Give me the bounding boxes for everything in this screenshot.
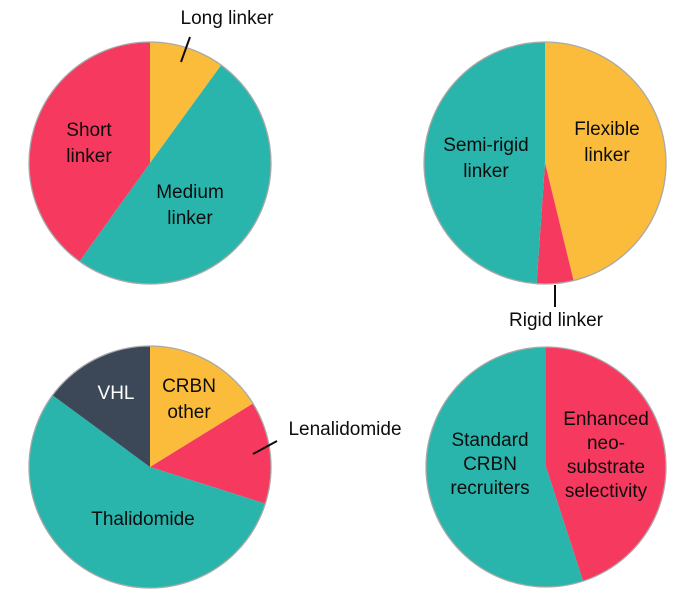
pie-slice-standard-crbn-recruiters bbox=[426, 347, 584, 588]
pie-outline bbox=[423, 41, 667, 285]
pie-slice-thalidomide bbox=[29, 395, 266, 588]
pie-outline bbox=[425, 346, 667, 588]
pie-outline bbox=[28, 41, 272, 285]
pie-slice-vhl bbox=[52, 346, 151, 467]
pie-slice-semi-rigid-linker bbox=[424, 42, 545, 284]
pie-slice-crbn-other bbox=[150, 346, 253, 467]
leader-line-long-linker bbox=[180, 36, 191, 63]
pie-slice-lenalidomide bbox=[150, 403, 272, 504]
pie-outline bbox=[28, 345, 272, 589]
pie-slice-enhanced-neo-substrate-selectivity bbox=[546, 347, 667, 582]
pie-slice-rigid-linker bbox=[536, 163, 574, 285]
pie-slice-short-linker bbox=[28, 42, 150, 262]
pie-e3-ligand bbox=[28, 345, 272, 589]
pie-slice-flexible-linker bbox=[545, 42, 667, 281]
pie-slice-medium-linker bbox=[79, 65, 272, 285]
pie-linker-rigidity bbox=[423, 41, 667, 285]
pie-linker-length bbox=[28, 41, 272, 285]
pie-crbn-selectivity bbox=[425, 346, 667, 588]
leader-line-lenalidomide bbox=[252, 440, 278, 455]
pie-slice-long-linker bbox=[150, 42, 222, 163]
